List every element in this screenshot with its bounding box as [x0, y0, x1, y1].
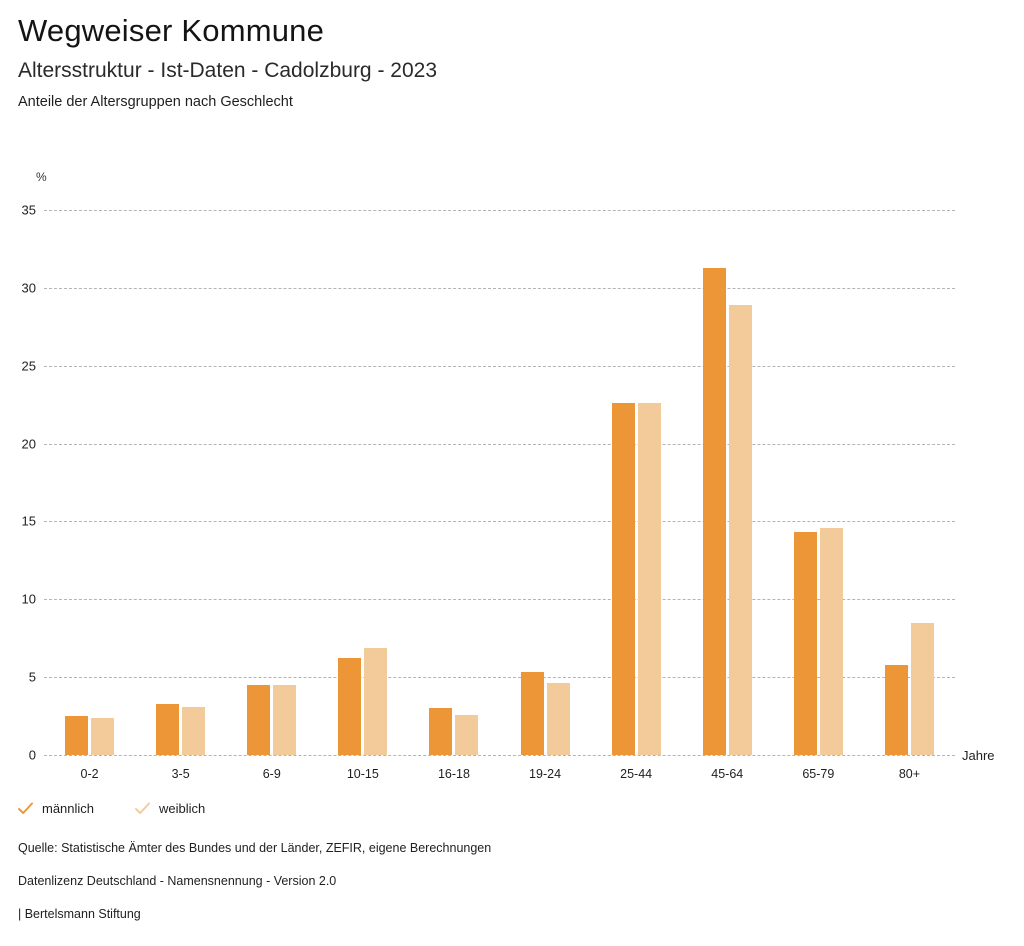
x-axis-tick-label: 45-64	[711, 767, 744, 781]
bar-maennlich[interactable]	[520, 672, 544, 755]
y-axis-tick-label: 35	[21, 202, 36, 218]
gridline	[44, 443, 955, 445]
x-axis-tick-label: 65-79	[802, 767, 835, 781]
bar-maennlich[interactable]	[429, 708, 453, 755]
bar-weiblich[interactable]	[728, 305, 752, 755]
bar-maennlich[interactable]	[65, 716, 89, 755]
legend-item-maennlich[interactable]: männlich	[18, 801, 94, 816]
y-axis-tick-label: 10	[21, 591, 36, 607]
chart-header: Wegweiser Kommune Altersstruktur - Ist-D…	[18, 13, 998, 111]
bar-weiblich[interactable]	[91, 717, 115, 755]
bar-maennlich[interactable]	[611, 403, 635, 755]
bar-maennlich[interactable]	[793, 532, 817, 755]
x-axis-tick-label: 19-24	[529, 767, 562, 781]
x-axis-tick-label: 10-15	[346, 767, 379, 781]
bar-weiblich[interactable]	[910, 622, 934, 755]
y-axis-tick-label: 30	[21, 280, 36, 296]
bar-group[interactable]	[135, 210, 226, 755]
y-axis-tick-label: 20	[21, 436, 36, 452]
check-icon	[135, 802, 150, 815]
x-axis-tick-label: 6-9	[262, 767, 281, 781]
y-axis-tick-label: 25	[21, 358, 36, 374]
x-axis-tick-label: 3-5	[171, 767, 190, 781]
gridline	[44, 599, 955, 601]
legend-item-weiblich[interactable]: weiblich	[135, 801, 205, 816]
legend-label: weiblich	[159, 801, 206, 816]
gridline	[44, 287, 955, 289]
y-axis-unit-label: %	[36, 170, 47, 184]
x-axis-tick-label: 0-2	[80, 767, 99, 781]
footer-source: Quelle: Statistische Ämter des Bundes un…	[18, 841, 492, 855]
bar-weiblich[interactable]	[637, 403, 661, 755]
bar-weiblich[interactable]	[182, 706, 206, 755]
x-axis-tick-label: 80+	[898, 767, 921, 781]
footer-license: Datenlizenz Deutschland - Namensnennung …	[18, 873, 337, 888]
bar-group[interactable]	[591, 210, 682, 755]
footer-publisher: | Bertelsmann Stiftung	[18, 906, 141, 921]
y-axis-tick-label: 0	[28, 747, 36, 763]
gridline	[44, 755, 955, 756]
gridline	[44, 521, 955, 523]
gridline	[44, 365, 955, 367]
bar-maennlich[interactable]	[884, 664, 908, 755]
plot-area: 0 5 10 15 20 25 30 35 0-2 3-5 6-9 10-15 16-18 19-24 25…	[22, 203, 955, 781]
bar-weiblich[interactable]	[819, 527, 843, 755]
check-icon	[18, 802, 33, 815]
chart-subtitle: Altersstruktur - Ist-Daten - Cadolzburg …	[18, 59, 437, 83]
chart-canvas: % 0 5 10 15 20 25 30 35 0-2 3-5 6-9 10-15 16-18 19-24…	[0, 160, 1024, 785]
bar-group[interactable]	[317, 210, 408, 755]
bar-weiblich[interactable]	[364, 647, 388, 755]
legend-label: männlich	[42, 801, 95, 816]
x-axis-tick-label: 25-44	[620, 767, 653, 781]
x-axis-tick-label: 16-18	[437, 767, 470, 781]
gridline	[44, 210, 955, 211]
chart-footer: Quelle: Statistische Ämter des Bundes un…	[18, 841, 978, 921]
bar-group[interactable]	[773, 210, 864, 755]
bar-weiblich[interactable]	[546, 683, 570, 755]
bar-group[interactable]	[864, 210, 955, 755]
bar-maennlich[interactable]	[338, 658, 362, 755]
chart-description: Anteile der Altersgruppen nach Geschlech…	[18, 94, 293, 111]
bar-maennlich[interactable]	[247, 684, 271, 755]
bar-group[interactable]	[500, 210, 591, 755]
page-title: Wegweiser Kommune	[18, 13, 325, 48]
bar-maennlich[interactable]	[156, 703, 180, 755]
bar-group[interactable]	[226, 210, 317, 755]
bar-group[interactable]	[44, 210, 135, 755]
bar-group[interactable]	[408, 210, 499, 755]
gridline	[44, 677, 955, 679]
bar-weiblich[interactable]	[455, 714, 479, 755]
y-axis-tick-label: 5	[28, 669, 36, 685]
bar-group[interactable]	[682, 210, 773, 755]
chart-legend: männlich weiblich	[18, 801, 205, 816]
bar-maennlich[interactable]	[702, 267, 726, 755]
y-axis-tick-label: 15	[21, 513, 36, 529]
bar-weiblich[interactable]	[273, 684, 297, 755]
x-axis-label: Jahre	[962, 748, 995, 763]
